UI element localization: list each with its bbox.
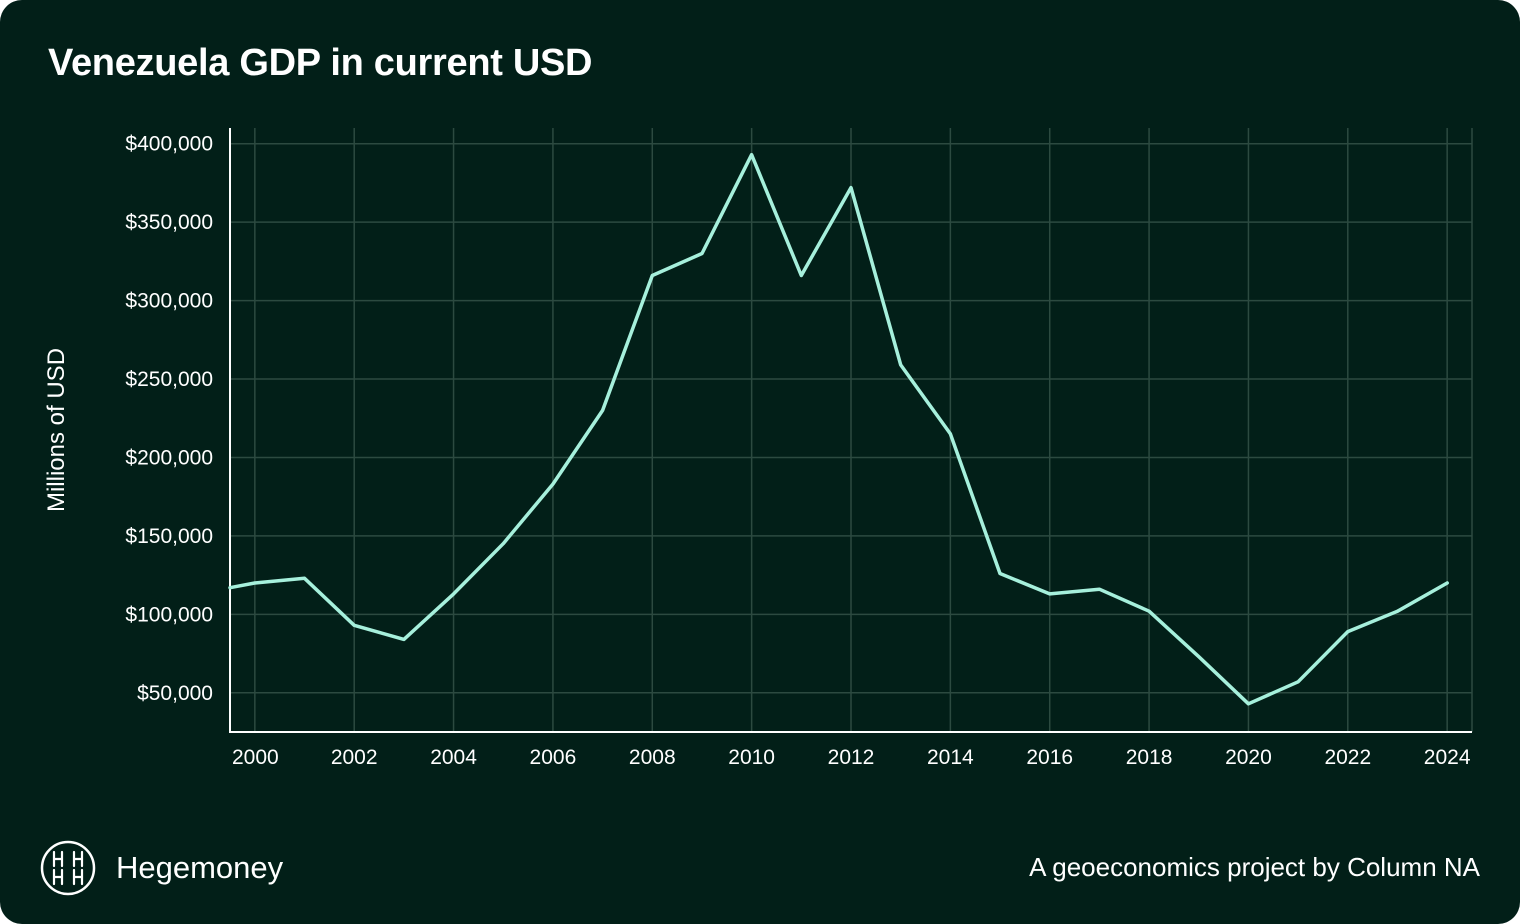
- credit-text: A geoeconomics project by Column NA: [1029, 852, 1480, 882]
- x-tick-label: 2014: [927, 746, 974, 769]
- chart-title: Venezuela GDP in current USD: [48, 42, 593, 84]
- x-tick-label: 2022: [1324, 746, 1371, 769]
- y-tick-label: $200,000: [125, 446, 213, 469]
- x-tick-label: 2016: [1026, 746, 1073, 769]
- x-tick-label: 2018: [1126, 746, 1173, 769]
- series-layer: [228, 152, 1449, 706]
- y-axis-label: Millions of USD: [43, 348, 70, 512]
- x-tick-label: 2002: [331, 746, 378, 769]
- y-tick-label: $150,000: [125, 525, 213, 548]
- x-tick-label: 2004: [430, 746, 477, 769]
- x-tick-label: 2012: [828, 746, 875, 769]
- x-tick-label: 2000: [232, 746, 279, 769]
- y-tick-label: $100,000: [125, 603, 213, 626]
- y-tick-label: $250,000: [125, 368, 213, 391]
- y-tick-label: $350,000: [125, 211, 213, 234]
- axis-layer: [229, 128, 1472, 733]
- y-tick-label: $50,000: [137, 682, 213, 705]
- x-tick-label: 2008: [629, 746, 676, 769]
- tick-labels: $50,000 $100,000 $150,000 $200,000 $250,000 $…: [125, 133, 1470, 769]
- y-tick-label: $300,000: [125, 290, 213, 313]
- y-tick-label: $400,000: [125, 133, 213, 156]
- brand: Hegemoney: [40, 840, 283, 896]
- series-line-gdp: [228, 152, 1449, 706]
- brand-name: Hegemoney: [116, 850, 284, 885]
- hegemoney-logo-icon: [40, 840, 96, 896]
- x-tick-label: 2024: [1424, 746, 1471, 769]
- x-tick-label: 2010: [728, 746, 775, 769]
- grid-layer: [230, 128, 1473, 732]
- x-tick-label: 2020: [1225, 746, 1272, 769]
- x-tick-label: 2006: [530, 746, 577, 769]
